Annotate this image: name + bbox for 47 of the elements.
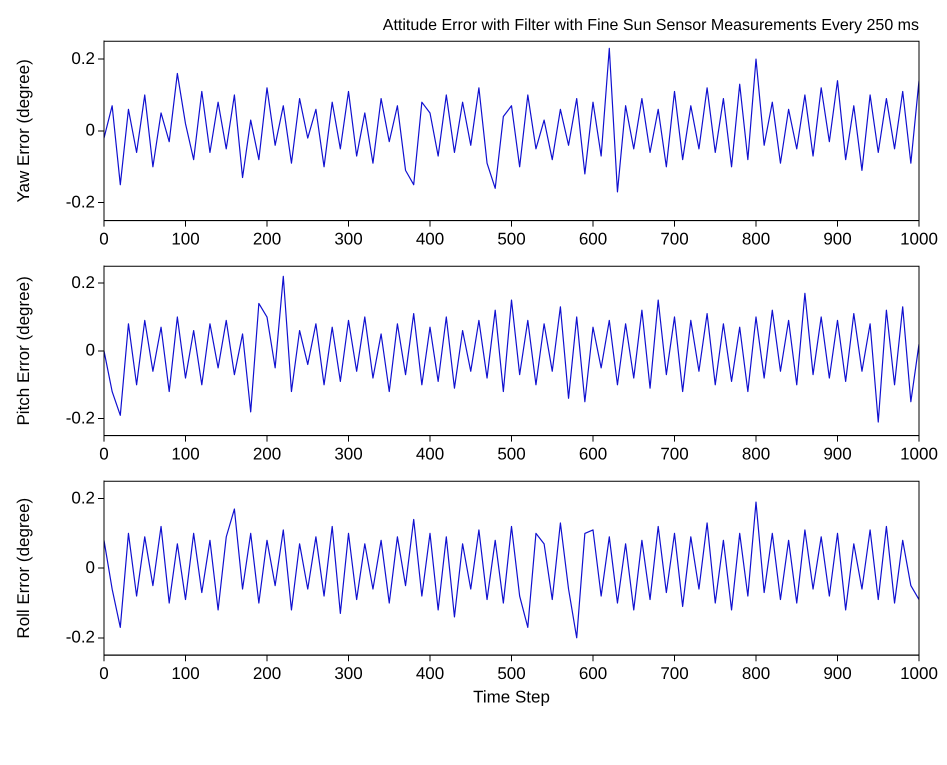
y-tick-label: -0.2: [66, 408, 95, 428]
chart-title: Attitude Error with Filter with Fine Sun Sensor Measurements Every 250 ms: [382, 17, 919, 34]
x-axis-title: Time Step: [473, 687, 550, 706]
y-axis-title: Pitch Error (degree): [14, 276, 33, 426]
x-tick-label: 0: [99, 444, 109, 464]
y-axis-title: Yaw Error (degree): [14, 59, 33, 203]
x-tick-label: 600: [578, 229, 608, 248]
y-tick-label: -0.2: [66, 192, 95, 212]
x-tick-label: 500: [497, 664, 526, 684]
x-tick-label: 500: [497, 444, 526, 464]
x-tick-label: 1000: [900, 664, 938, 684]
x-tick-label: 800: [742, 229, 770, 248]
y-tick-label: 0.2: [71, 272, 95, 292]
x-tick-label: 700: [660, 664, 689, 684]
x-tick-label: 0: [99, 229, 109, 248]
x-tick-label: 1000: [900, 444, 938, 464]
x-tick-label: 500: [497, 229, 526, 248]
x-tick-label: 400: [416, 664, 444, 684]
y-axis-title: Roll Error (degree): [14, 498, 33, 639]
y-tick-label: 0.2: [71, 488, 95, 508]
x-tick-label: 400: [416, 444, 444, 464]
x-tick-label: 1000: [900, 229, 938, 248]
x-tick-label: 800: [742, 664, 770, 684]
x-tick-label: 800: [742, 444, 770, 464]
x-tick-label: 200: [252, 444, 282, 464]
x-tick-label: 200: [252, 664, 282, 684]
x-tick-label: 100: [171, 229, 200, 248]
x-tick-label: 200: [252, 229, 282, 248]
x-tick-label: 100: [171, 664, 200, 684]
x-tick-label: 300: [334, 229, 363, 248]
x-tick-label: 100: [171, 444, 200, 464]
x-tick-label: 700: [660, 444, 689, 464]
x-tick-label: 700: [660, 229, 689, 248]
x-tick-label: 600: [578, 444, 608, 464]
x-tick-label: 900: [823, 664, 852, 684]
y-tick-label: 0.2: [71, 48, 95, 68]
x-tick-label: 300: [334, 444, 363, 464]
x-tick-label: 300: [334, 664, 363, 684]
y-tick-label: -0.2: [66, 627, 95, 646]
x-tick-label: 900: [823, 444, 852, 464]
x-tick-label: 0: [99, 664, 109, 684]
x-tick-label: 900: [823, 229, 852, 248]
x-tick-label: 400: [416, 229, 444, 248]
y-tick-label: 0: [86, 558, 95, 577]
y-tick-label: 0: [86, 340, 95, 360]
y-tick-label: 0: [86, 120, 95, 140]
x-tick-label: 600: [578, 664, 608, 684]
